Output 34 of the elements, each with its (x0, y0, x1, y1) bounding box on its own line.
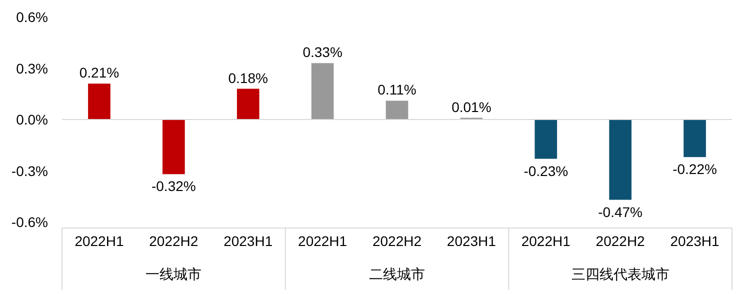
text: 二线城市 (369, 266, 425, 282)
bar (609, 120, 632, 200)
data-label: -0.22% (672, 161, 717, 178)
x-tick-label: 2022H2 (149, 233, 198, 249)
bar (534, 120, 558, 159)
data-label: -0.23% (524, 162, 568, 179)
y-tick-label: 0.6% (16, 9, 48, 25)
text: 三四线代表城市 (571, 266, 670, 282)
x-tick-label: 2022H1 (521, 233, 571, 249)
data-label: 0.21% (79, 64, 120, 81)
data-label: -0.32% (151, 178, 196, 194)
text: 一线城市 (146, 266, 202, 282)
x-tick-label: 2023H1 (224, 233, 273, 249)
y-tick-label: -0.6% (11, 214, 48, 230)
bar (162, 120, 185, 174)
y-tick-label: 0.0% (16, 112, 48, 128)
x-tick-label: 2023H1 (446, 233, 496, 249)
data-label: 0.18% (228, 70, 268, 86)
data-label: 0.33% (302, 44, 342, 60)
y-tick-label: -0.3% (11, 162, 48, 179)
bar (386, 100, 408, 120)
bar (684, 120, 706, 158)
x-tick-label: 2022H2 (372, 233, 422, 249)
data-label: 0.01% (452, 98, 492, 115)
bar (88, 84, 110, 120)
x-tick-label: 2023H1 (670, 233, 720, 249)
bar (311, 63, 334, 120)
x-tick-label: 2022H2 (596, 233, 646, 249)
x-tick-label: 2022H1 (74, 233, 124, 249)
x-tick-label: 2022H1 (298, 233, 348, 249)
data-label: 0.11% (378, 82, 416, 98)
y-tick-label: 0.3% (16, 60, 48, 76)
data-label: -0.47% (598, 204, 643, 220)
bar (236, 88, 260, 120)
